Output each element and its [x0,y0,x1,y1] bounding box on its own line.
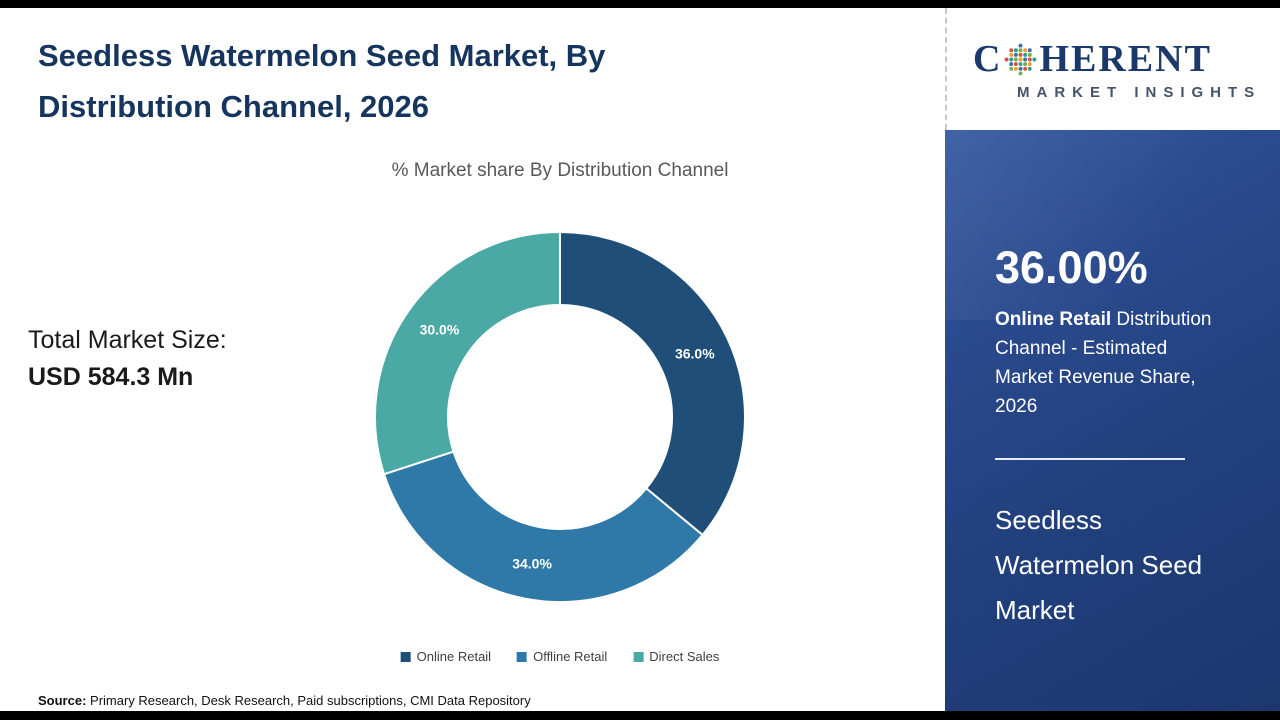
legend-swatch [517,651,528,662]
legend-label: Direct Sales [649,649,720,664]
source-note: Source: Primary Research, Desk Research,… [38,693,531,708]
legend-label: Offline Retail [533,649,608,664]
sidebar-divider [995,458,1185,460]
globe-dot [1032,57,1037,61]
globe-dot [1014,61,1019,66]
source-text: Primary Research, Desk Research, Paid su… [86,693,531,708]
legend-item-offline-retail: Offline Retail [517,649,607,664]
top-border [0,0,1280,8]
globe-dot [1028,47,1033,52]
chart-legend: Online Retail Offline Retail Direct Sales [400,649,719,664]
donut-segment-online-retail [559,230,746,537]
globe-dot [1018,66,1023,71]
legend-item-online-retail: Online Retail [400,649,492,664]
globe-dot [1023,66,1028,71]
brand-logo-tagline: MARKET INSIGHTS [1017,84,1262,101]
chart-subtitle: % Market share By Distribution Channel [391,160,729,181]
highlight-sidebar: 36.00% Online Retail Distribution Channe… [945,130,1280,711]
globe-dot [1028,66,1033,71]
donut-value-label: 34.0% [512,555,552,571]
highlight-stat-value: 36.00% [995,242,1148,293]
globe-dot [1018,47,1023,52]
bottom-border [0,711,1280,720]
brand-logo-area: C HERENT MARKET INSIGHTS [945,8,1280,130]
globe-dot [1023,57,1028,61]
globe-dot [1014,47,1019,52]
globe-dot [1009,66,1014,71]
globe-dot [1028,57,1033,61]
coherent-globe-icon [1005,43,1037,75]
donut-segment-offline-retail [382,450,704,603]
globe-dot [1009,61,1014,66]
logo-letter-c: C [973,38,1003,80]
highlight-stat-description: Online Retail Distribution Channel - Est… [995,305,1230,421]
globe-dot [1023,52,1028,57]
page-title-line2: Distribution Channel, 2026 [38,89,430,124]
globe-dot [1009,47,1014,52]
globe-dot [1009,52,1014,57]
globe-dot [1023,47,1028,52]
legend-label: Online Retail [416,649,492,664]
donut-value-label: 30.0% [420,321,460,337]
source-label: Source: [38,693,87,708]
page-title: Seedless Watermelon Seed Market, By Dist… [38,30,798,132]
page-title-line1: Seedless Watermelon Seed Market, By [38,38,606,73]
globe-dot [1014,66,1019,71]
logo-letters-herent: HERENT [1039,38,1212,80]
sidebar-market-name: Seedless Watermelon Seed Market [995,505,1203,625]
highlight-stat-channel: Online Retail [995,309,1112,330]
brand-logo-wordmark: C HERENT [973,37,1280,81]
globe-dot [1018,61,1023,66]
legend-swatch [400,651,411,662]
globe-dot [1009,57,1014,61]
legend-item-direct-sales: Direct Sales [633,649,719,664]
globe-dot [1028,52,1033,57]
globe-dot [1023,61,1028,66]
globe-dot [1018,43,1023,48]
globe-dot [1005,57,1009,61]
globe-dot [1018,70,1023,75]
donut-segment-direct-sales [374,230,561,476]
globe-dot [1014,52,1019,57]
total-market-value: USD 584.3 Mn [28,363,194,391]
legend-swatch [633,651,644,662]
globe-dot [1018,57,1023,61]
total-market-label: Total Market Size: [28,326,227,354]
donut-chart: 36.0% 34.0% 30.0% [374,230,746,603]
globe-dot [1018,52,1023,57]
globe-dot [1014,57,1019,61]
total-market-size: Total Market Size: USD 584.3 Mn [28,322,227,396]
globe-dot [1028,61,1033,66]
donut-value-label: 36.0% [675,346,715,362]
